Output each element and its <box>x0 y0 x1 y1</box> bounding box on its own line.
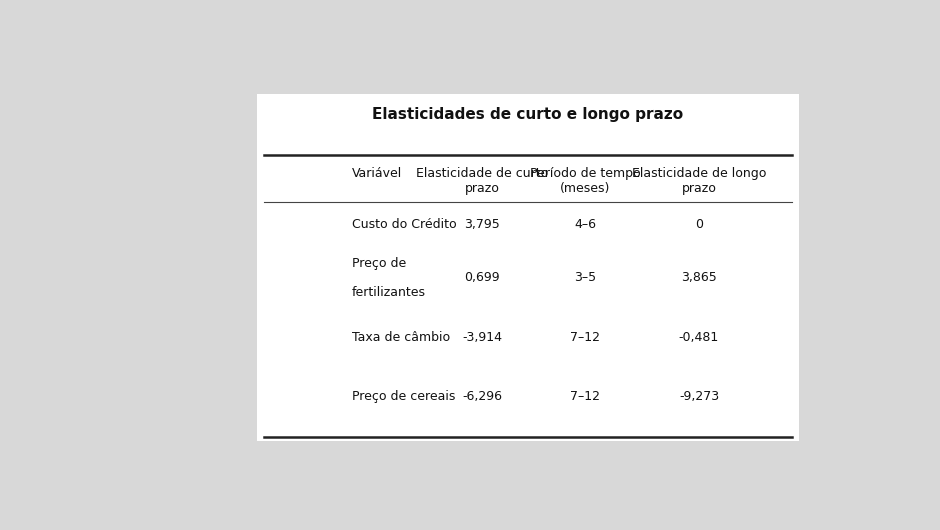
Text: prazo: prazo <box>464 182 499 195</box>
Text: Elasticidade de curto: Elasticidade de curto <box>415 167 548 180</box>
Text: Custo do Crédito: Custo do Crédito <box>352 218 456 231</box>
Text: Período de tempo: Período de tempo <box>529 167 640 180</box>
Text: Variável: Variável <box>352 167 402 180</box>
Text: 7–12: 7–12 <box>570 331 600 343</box>
Text: prazo: prazo <box>682 182 716 195</box>
Text: -9,273: -9,273 <box>679 390 719 403</box>
Text: 4–6: 4–6 <box>574 218 596 231</box>
FancyBboxPatch shape <box>257 94 799 441</box>
Text: Elasticidade de longo: Elasticidade de longo <box>632 167 766 180</box>
Text: 3,865: 3,865 <box>682 271 717 285</box>
Text: 3–5: 3–5 <box>574 271 596 285</box>
Text: 0: 0 <box>695 218 703 231</box>
Text: -0,481: -0,481 <box>679 331 719 343</box>
Text: Taxa de câmbio: Taxa de câmbio <box>352 331 449 343</box>
Text: Elasticidades de curto e longo prazo: Elasticidades de curto e longo prazo <box>372 107 683 122</box>
Text: -6,296: -6,296 <box>462 390 502 403</box>
Text: Preço de: Preço de <box>352 257 406 270</box>
Text: 3,795: 3,795 <box>464 218 500 231</box>
Text: -3,914: -3,914 <box>462 331 502 343</box>
Text: Preço de cereais: Preço de cereais <box>352 390 455 403</box>
Text: 0,699: 0,699 <box>464 271 500 285</box>
Text: (meses): (meses) <box>560 182 610 195</box>
Text: fertilizantes: fertilizantes <box>352 286 426 298</box>
Text: 7–12: 7–12 <box>570 390 600 403</box>
